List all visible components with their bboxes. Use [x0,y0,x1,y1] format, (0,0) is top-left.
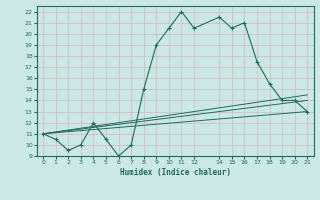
X-axis label: Humidex (Indice chaleur): Humidex (Indice chaleur) [120,168,231,177]
